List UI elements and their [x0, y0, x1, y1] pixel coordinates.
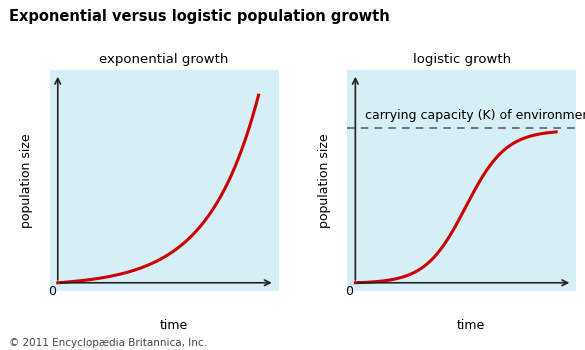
- Text: population size: population size: [318, 133, 331, 228]
- Text: 0: 0: [48, 285, 56, 298]
- Title: exponential growth: exponential growth: [99, 53, 229, 66]
- Text: carrying capacity (K) of environment: carrying capacity (K) of environment: [366, 109, 585, 122]
- Text: 0: 0: [345, 285, 353, 298]
- Text: © 2011 Encyclopædia Britannica, Inc.: © 2011 Encyclopædia Britannica, Inc.: [9, 338, 207, 348]
- Title: logistic growth: logistic growth: [412, 53, 511, 66]
- Text: time: time: [159, 319, 187, 332]
- Text: population size: population size: [20, 133, 33, 228]
- Text: Exponential versus logistic population growth: Exponential versus logistic population g…: [9, 9, 390, 24]
- Text: time: time: [457, 319, 485, 332]
